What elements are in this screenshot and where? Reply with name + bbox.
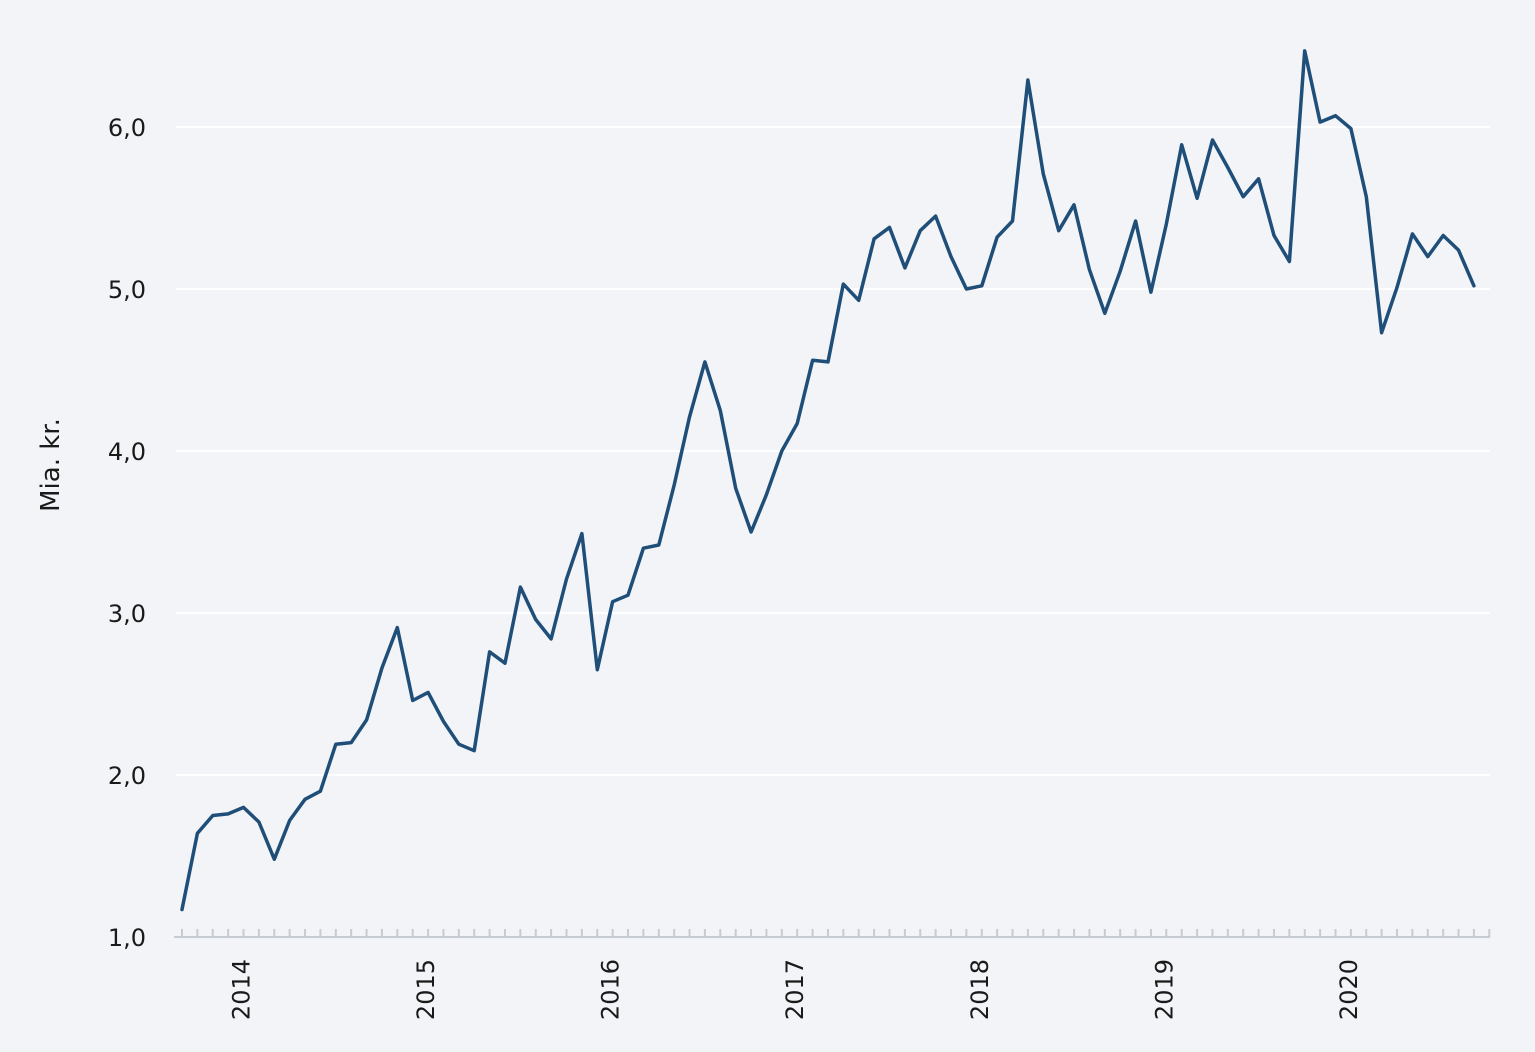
series-line — [180, 49, 1476, 912]
x-axis-labels: 2014 2015 2016 2017 2018 2019 2020 — [228, 959, 1363, 1020]
y-tick-label: 4,0 — [108, 438, 146, 466]
y-tick-label: 6,0 — [108, 114, 146, 142]
y-axis-title: Mia. kr. — [36, 418, 66, 512]
x-tick-label: 2019 — [1150, 959, 1178, 1020]
y-tick-label: 1,0 — [108, 924, 146, 952]
x-tick-label: 2014 — [228, 959, 256, 1020]
x-axis — [174, 929, 1491, 938]
x-tick-label: 2018 — [966, 959, 994, 1020]
series — [180, 49, 1476, 912]
x-tick-label: 2016 — [597, 959, 625, 1020]
x-tick-label: 2015 — [412, 959, 440, 1020]
y-axis: 1,0 2,0 3,0 4,0 5,0 6,0 — [108, 114, 146, 952]
x-tick-label: 2020 — [1335, 959, 1363, 1020]
y-tick-label: 5,0 — [108, 276, 146, 304]
gridlines — [176, 126, 1490, 776]
x-tick-label: 2017 — [781, 959, 809, 1020]
y-tick-label: 2,0 — [108, 762, 146, 790]
y-tick-label: 3,0 — [108, 600, 146, 628]
